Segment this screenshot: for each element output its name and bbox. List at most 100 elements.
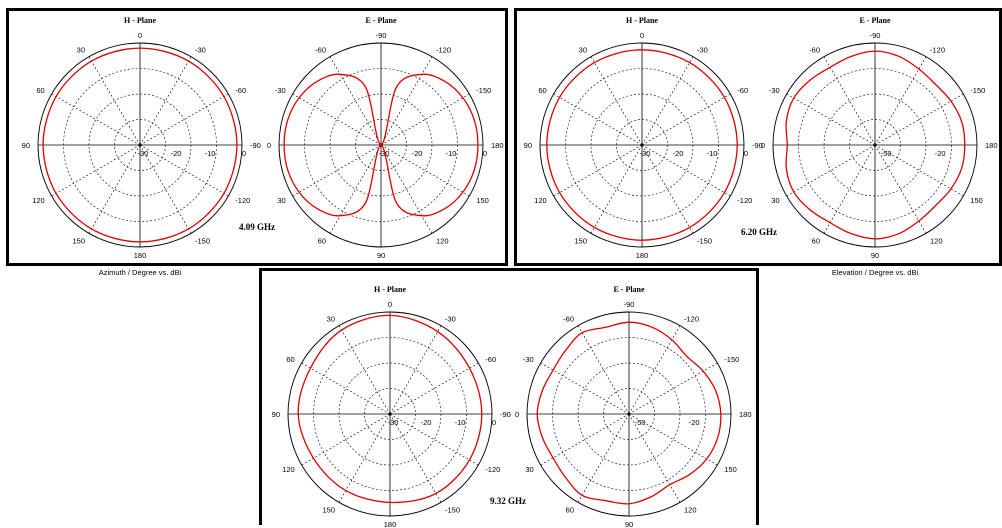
grid-spoke [51, 93, 141, 146]
angle-tick-label: -90 [752, 141, 763, 150]
grid-spoke [786, 144, 876, 197]
angle-tick-label: 60 [36, 86, 44, 95]
angle-tick-label: 60 [286, 355, 294, 364]
angle-tick-label: 150 [476, 196, 489, 205]
chart-panel-4-09ghz: 0 -30 -60 -90 -120 -150 180 150 120 90 60 30 -30 -20 -… [6, 8, 508, 277]
grid-spoke [590, 56, 643, 146]
grid-spoke [139, 144, 192, 234]
grid-spoke [874, 56, 927, 146]
grid-spoke [88, 144, 141, 234]
radial-tick-label: -30 [379, 149, 390, 158]
angle-tick-label: 60 [318, 236, 326, 245]
grid-spoke [641, 144, 694, 234]
angle-tick-label: -120 [684, 315, 699, 324]
angle-tick-label: 180 [134, 251, 147, 260]
angle-tick-label: -120 [485, 465, 500, 474]
axis-label: Elevation / Degree vs. dBi [832, 268, 919, 277]
grid-spoke [540, 362, 630, 415]
angle-tick-label: 0 [640, 31, 644, 40]
grid-spoke [389, 413, 479, 466]
angle-tick-label: 90 [272, 410, 280, 419]
radial-tick-label: -20 [689, 418, 700, 427]
angle-tick-label: -90 [500, 410, 511, 419]
angle-tick-label: 180 [985, 141, 998, 150]
radial-tick-label: -20 [412, 149, 423, 158]
radial-tick-label: -50 [635, 418, 646, 427]
grid-spoke [577, 325, 630, 415]
angle-tick-label: 120 [534, 196, 547, 205]
frequency-label: 4.09 GHz [239, 222, 275, 232]
grid-spoke [389, 325, 442, 415]
angle-tick-label: 150 [574, 236, 587, 245]
angle-tick-label: -30 [445, 315, 456, 324]
angle-tick-label: -150 [970, 86, 985, 95]
h-plane-polar-plot: 0 -30 -60 -90 -120 -150 180 150 120 90 60 30 -30 -20 -… [22, 16, 261, 277]
angle-tick-label: -60 [235, 86, 246, 95]
angle-tick-label: 0 [138, 31, 142, 40]
angle-tick-label: 150 [970, 196, 983, 205]
radial-tick-label: -10 [446, 149, 457, 158]
radial-tick-label: 0 [242, 149, 246, 158]
grid-spoke [628, 325, 681, 415]
plot-title: H - Plane [374, 285, 406, 294]
radial-tick-label: -30 [138, 149, 149, 158]
axis-label: Azimuth / Degree vs. dBi [99, 268, 182, 277]
angle-tick-label: -60 [809, 46, 820, 55]
radial-tick-label: 0 [492, 418, 496, 427]
angle-tick-label: 60 [812, 236, 820, 245]
angle-tick-label: 120 [684, 505, 697, 514]
plot-title: E - Plane [613, 285, 645, 294]
grid-spoke [641, 144, 731, 197]
angle-tick-label: -90 [376, 31, 387, 40]
grid-spoke [139, 56, 192, 146]
angle-tick-label: 120 [436, 236, 449, 245]
grid-spoke [823, 56, 876, 146]
angle-tick-label: -150 [445, 505, 460, 514]
angle-tick-label: 150 [72, 236, 85, 245]
grid-spoke [553, 93, 643, 146]
angle-tick-label: 90 [22, 141, 30, 150]
plot-title: E - Plane [859, 16, 891, 25]
angle-tick-label: 90 [871, 251, 879, 260]
radial-tick-label: -20 [673, 149, 684, 158]
plot-title: H - Plane [124, 16, 156, 25]
grid-spoke [380, 144, 470, 197]
radial-tick-label: -50 [881, 149, 892, 158]
angle-tick-label: -90 [250, 141, 261, 150]
angle-tick-label: 120 [930, 236, 943, 245]
angle-tick-label: -60 [485, 355, 496, 364]
angle-tick-label: -120 [235, 196, 250, 205]
radiation-pattern-series-0 [546, 49, 738, 241]
grid-spoke [628, 413, 681, 503]
grid-spoke [590, 144, 643, 234]
grid-spoke [874, 144, 964, 197]
grid-spoke [389, 362, 479, 415]
chart-panel-6-20ghz: 0 -30 -60 -90 -120 -150 180 150 120 90 60 30 -30 -20-… [514, 8, 1002, 277]
radiation-pattern-series-0 [536, 321, 722, 505]
grid-spoke [641, 93, 731, 146]
angle-tick-label: -120 [436, 46, 451, 55]
angle-tick-label: -60 [563, 315, 574, 324]
angle-tick-label: 30 [771, 196, 779, 205]
angle-tick-label: -30 [195, 46, 206, 55]
angle-tick-label: -90 [870, 31, 881, 40]
angle-tick-label: -150 [476, 86, 491, 95]
radial-tick-label: -30 [388, 418, 399, 427]
angle-tick-label: -30 [769, 86, 780, 95]
angle-tick-label: 30 [525, 465, 533, 474]
angle-tick-label: 90 [625, 520, 633, 528]
grid-spoke [301, 413, 391, 466]
grid-spoke [301, 362, 391, 415]
e-plane-polar-plot: -90 -120 -150 180 150 120 90 60 30 0 -30 -60 -50 -20 E… [515, 285, 752, 528]
radial-tick-label: -20 [935, 149, 946, 158]
radiation-pattern-series-0 [785, 50, 966, 240]
frequency-label: 9.32 GHz [490, 496, 526, 506]
grid-spoke [292, 93, 382, 146]
angle-tick-label: -150 [195, 236, 210, 245]
angle-tick-label: 0 [267, 141, 271, 150]
grid-spoke [139, 93, 229, 146]
grid-spoke [139, 144, 229, 197]
angle-tick-label: -90 [624, 300, 635, 309]
angle-tick-label: -60 [737, 86, 748, 95]
plot-title: H - Plane [626, 16, 658, 25]
